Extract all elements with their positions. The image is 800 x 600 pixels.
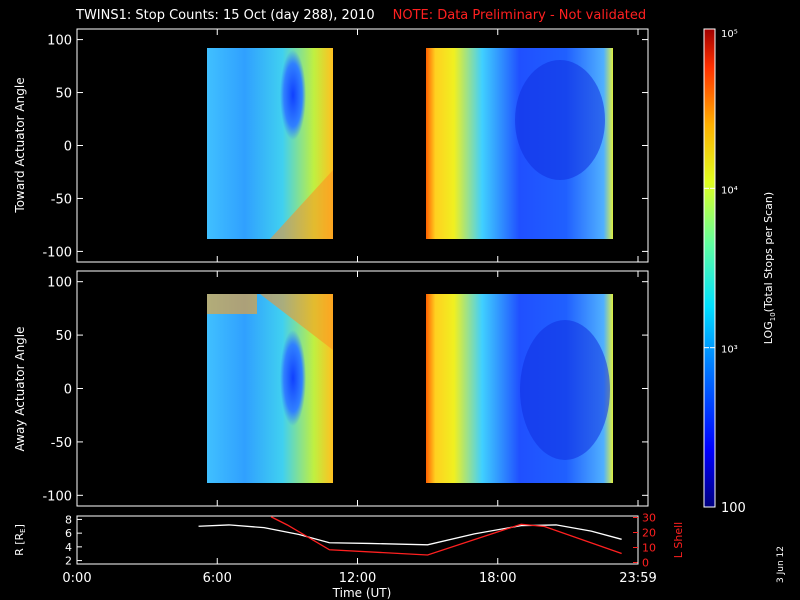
ephemeris-panel — [76, 515, 639, 565]
y-tick-label: -100 — [42, 245, 72, 260]
ephem-left-tick-label: 2 — [65, 555, 72, 568]
radial-distance-line — [198, 524, 622, 546]
ephem-right-tick-label: 20 — [642, 527, 656, 540]
x-tick-label: 0:00 — [62, 571, 91, 586]
y-tick-label: -50 — [51, 192, 72, 207]
y-tick-label: 0 — [64, 140, 72, 155]
x-axis-label: Time (UT) — [332, 586, 392, 600]
away-heatmap-block-1 — [207, 294, 333, 483]
y-tick-label: 50 — [55, 87, 72, 102]
preliminary-note: NOTE: Data Preliminary - Not validated — [392, 8, 647, 23]
x-tick-label: 12:00 — [339, 571, 376, 586]
y-tick-label: -50 — [51, 436, 72, 451]
toward-heatmap-block-2 — [426, 48, 613, 239]
away-heatmap-block-2 — [426, 294, 613, 483]
chart-title-row: TWINS1: Stop Counts: 15 Oct (day 288), 2… — [76, 8, 646, 23]
y-tick-label: 100 — [47, 276, 72, 291]
colorbar-tick-label: 10⁵ — [721, 29, 738, 40]
ephem-left-tick-label: 8 — [65, 513, 72, 526]
toward-y-axis-label: Toward Actuator Angle — [13, 77, 27, 213]
x-tick-label: 23:59 — [619, 571, 656, 586]
colorbar-frame — [703, 28, 716, 508]
toward-actuator-panel — [76, 28, 649, 263]
y-tick-label: 100 — [47, 34, 72, 49]
ephemeris-lines — [198, 516, 622, 556]
ephem-right-tick-label: 0 — [642, 557, 649, 570]
ephem-left-tick-label: 6 — [65, 527, 72, 540]
ephemeris-panel-frame — [76, 515, 639, 565]
colorbar — [703, 28, 716, 508]
colorbar-label: LOG10(Total Stops per Scan) — [762, 192, 777, 344]
colorbar-tick-label: 10⁴ — [721, 185, 738, 196]
ephemeris-left-label: R [RE] — [13, 524, 27, 556]
y-tick-label: -100 — [42, 489, 72, 504]
y-tick-label: 50 — [55, 329, 72, 344]
y-tick-label: 0 — [64, 383, 72, 398]
x-tick-label: 6:00 — [203, 571, 232, 586]
x-tick-label: 18:00 — [479, 571, 516, 586]
colorbar-tick-label: 100 — [721, 501, 746, 516]
ephem-right-tick-label: 10 — [642, 542, 656, 555]
colorbar-tick-label: 10³ — [721, 345, 738, 356]
toward-heatmap-block-1 — [207, 48, 333, 239]
away-actuator-panel — [76, 270, 649, 507]
ephemeris-right-label: L Shell — [672, 522, 685, 558]
colorbar-gradient — [704, 29, 715, 507]
chart-title: TWINS1: Stop Counts: 15 Oct (day 288), 2… — [76, 8, 375, 23]
away-y-axis-label: Away Actuator Angle — [13, 326, 27, 451]
date-stamp: 3 Jun 12 — [776, 546, 786, 583]
l-shell-line — [270, 516, 622, 556]
ephem-right-tick-label: 30 — [642, 512, 656, 525]
ephem-left-tick-label: 4 — [65, 541, 72, 554]
